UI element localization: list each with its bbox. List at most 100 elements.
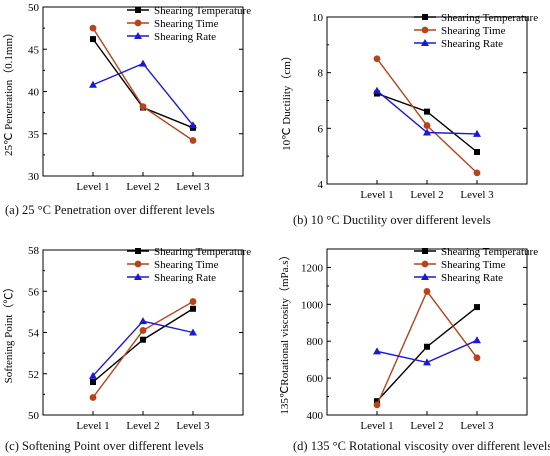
chart-panel-2: 4 6 8 10 Level 1 Level 2 Level 3 10℃ Ductility（… bbox=[280, 12, 538, 227]
legend-marker-shearing-time bbox=[134, 260, 142, 268]
panel-caption: (c) Softening Point over different level… bbox=[5, 439, 204, 453]
y-tick-label: 45 bbox=[28, 44, 40, 56]
legend-label-shearing-rate: Shearing Rate bbox=[154, 31, 216, 43]
legend-label-shearing-temperature: Shearing Temperature bbox=[154, 246, 251, 258]
y-tick-label: 4 bbox=[318, 179, 324, 191]
y-tick-label: 8 bbox=[318, 68, 324, 80]
data-point-shearing-temperature bbox=[374, 398, 380, 405]
y-axis-label: Softening Point（℃） bbox=[2, 282, 15, 384]
y-tick-label: 6 bbox=[318, 123, 324, 135]
legend-label-shearing-rate: Shearing Rate bbox=[154, 272, 216, 284]
data-point-shearing-rate bbox=[473, 129, 481, 137]
data-point-shearing-time bbox=[139, 103, 147, 111]
y-tick-label: 52 bbox=[28, 369, 39, 381]
legend-marker-shearing-time bbox=[134, 19, 142, 27]
x-tick-label: Level 3 bbox=[460, 420, 494, 432]
data-point-shearing-rate bbox=[189, 328, 197, 336]
data-point-shearing-time bbox=[373, 55, 381, 63]
legend-label-shearing-time: Shearing Time bbox=[441, 259, 506, 271]
legend-label-shearing-rate: Shearing Rate bbox=[441, 38, 503, 50]
y-tick-label: 600 bbox=[307, 373, 324, 385]
legend-marker-shearing-temperature bbox=[135, 7, 141, 13]
y-tick-label: 54 bbox=[28, 328, 40, 340]
data-point-shearing-rate bbox=[373, 86, 381, 94]
legend-marker-shearing-time bbox=[421, 26, 429, 34]
data-point-shearing-temperature bbox=[90, 36, 96, 43]
data-point-shearing-temperature bbox=[140, 336, 146, 343]
data-point-shearing-time bbox=[189, 298, 197, 305]
legend-label-shearing-temperature: Shearing Temperature bbox=[154, 5, 251, 17]
y-axis-label: 25℃ Penetration（0.1mm） bbox=[2, 27, 15, 156]
y-tick-label: 1200 bbox=[301, 262, 324, 274]
chart-panel-1: 30 35 40 45 50 Level 1 Level 2 Level 3 25℃ Penet… bbox=[2, 2, 251, 217]
series-line-shearing-time bbox=[376, 58, 478, 174]
y-tick-label: 40 bbox=[28, 87, 40, 99]
legend-marker-shearing-temperature bbox=[135, 248, 141, 254]
data-point-shearing-time bbox=[89, 24, 97, 32]
x-tick-label: Level 1 bbox=[76, 181, 109, 193]
legend-marker-shearing-temperature bbox=[422, 248, 428, 254]
y-axis-label: 135℃Rotational viscosity（mPa.s） bbox=[278, 249, 291, 414]
x-tick-label: Level 2 bbox=[126, 420, 159, 432]
panel-caption: (d) 135 °C Rotational viscosity over dif… bbox=[293, 439, 550, 453]
y-tick-label: 400 bbox=[307, 410, 324, 422]
data-point-shearing-temperature bbox=[474, 304, 480, 311]
y-tick-label: 56 bbox=[28, 286, 40, 298]
data-point-shearing-rate bbox=[89, 80, 97, 88]
data-point-shearing-rate bbox=[89, 371, 97, 379]
series-line-shearing-time bbox=[92, 27, 194, 142]
x-tick-label: Level 2 bbox=[410, 189, 443, 201]
data-point-shearing-time bbox=[473, 169, 481, 177]
y-tick-label: 10 bbox=[312, 12, 324, 24]
legend-marker-shearing-temperature bbox=[422, 14, 428, 20]
legend-label-shearing-temperature: Shearing Temperature bbox=[441, 12, 538, 24]
legend-marker-shearing-time bbox=[421, 260, 429, 268]
legend-label-shearing-rate: Shearing Rate bbox=[441, 272, 503, 284]
panel-caption: (b) 10 °C Ductility over different level… bbox=[293, 213, 491, 227]
data-point-shearing-temperature bbox=[424, 343, 430, 350]
data-point-shearing-rate bbox=[473, 336, 481, 344]
legend-marker-shearing-rate bbox=[134, 273, 142, 280]
data-point-shearing-rate bbox=[139, 317, 147, 325]
y-tick-label: 1000 bbox=[301, 299, 324, 311]
data-point-shearing-time bbox=[189, 137, 197, 144]
data-point-shearing-temperature bbox=[190, 305, 196, 312]
legend-marker-shearing-rate bbox=[421, 39, 429, 46]
series-line-shearing-rate bbox=[92, 62, 194, 126]
x-tick-label: Level 1 bbox=[360, 189, 393, 201]
x-tick-label: Level 2 bbox=[410, 420, 443, 432]
y-axis-label: 10℃ Ductility（cm） bbox=[280, 50, 293, 151]
series-line-shearing-time bbox=[92, 300, 194, 398]
legend-label-shearing-temperature: Shearing Temperature bbox=[441, 246, 538, 258]
x-tick-label: Level 3 bbox=[176, 181, 210, 193]
x-tick-label: Level 1 bbox=[360, 420, 393, 432]
legend-label-shearing-time: Shearing Time bbox=[154, 259, 219, 271]
x-tick-label: Level 1 bbox=[76, 420, 109, 432]
chart-panel-4: 400 600 800 1000 1200 Level 1 Level 2 Level 3 13… bbox=[278, 246, 550, 453]
y-tick-label: 58 bbox=[28, 245, 40, 257]
chart-panel-3: 50 52 54 56 58 Level 1 Level 2 Level 3 Softening… bbox=[2, 245, 251, 453]
data-point-shearing-time bbox=[423, 288, 431, 295]
y-tick-label: 30 bbox=[28, 171, 40, 183]
panel-caption: (a) 25 °C Penetration over different lev… bbox=[5, 203, 215, 217]
data-point-shearing-time bbox=[473, 354, 481, 362]
data-point-shearing-rate bbox=[423, 128, 431, 136]
x-tick-label: Level 2 bbox=[126, 181, 159, 193]
data-point-shearing-temperature bbox=[474, 148, 480, 155]
data-point-shearing-time bbox=[139, 327, 147, 334]
x-tick-label: Level 3 bbox=[176, 420, 210, 432]
legend-marker-shearing-rate bbox=[421, 273, 429, 280]
data-point-shearing-temperature bbox=[90, 379, 96, 385]
data-point-shearing-rate bbox=[189, 121, 197, 129]
y-tick-label: 800 bbox=[307, 336, 324, 348]
data-point-shearing-time bbox=[423, 122, 431, 129]
legend-label-shearing-time: Shearing Time bbox=[154, 18, 219, 30]
y-tick-label: 50 bbox=[28, 410, 40, 422]
y-tick-label: 50 bbox=[28, 2, 40, 14]
legend-marker-shearing-rate bbox=[134, 32, 142, 39]
data-point-shearing-time bbox=[89, 394, 97, 401]
data-point-shearing-temperature bbox=[424, 108, 430, 115]
data-point-shearing-rate bbox=[139, 59, 147, 67]
data-point-shearing-rate bbox=[423, 358, 431, 366]
